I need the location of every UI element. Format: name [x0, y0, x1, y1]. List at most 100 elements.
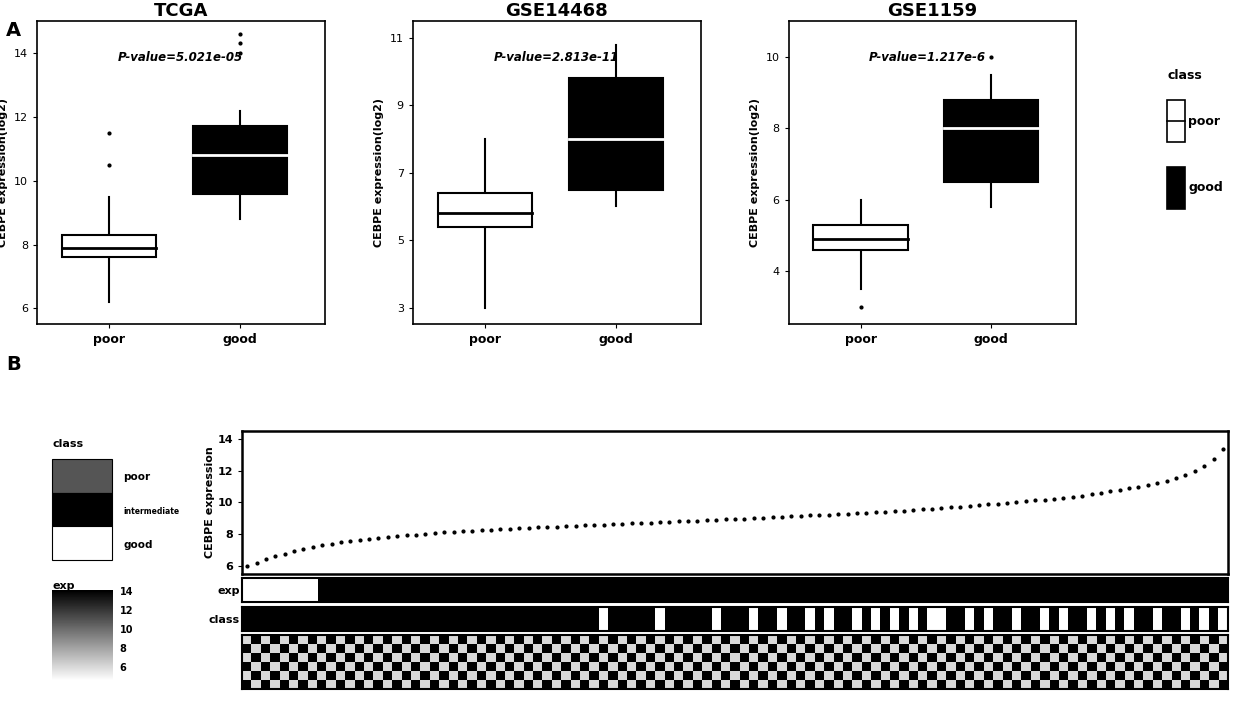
Bar — [1152, 607, 1162, 631]
Text: A: A — [6, 21, 21, 40]
Point — [668, 516, 688, 527]
Point — [913, 503, 932, 515]
Point — [1044, 493, 1064, 504]
Bar — [599, 607, 609, 631]
Bar — [1106, 607, 1115, 631]
Bar — [243, 578, 252, 602]
Text: poor: poor — [124, 472, 150, 482]
Point — [1081, 489, 1101, 500]
Point — [547, 521, 567, 532]
Point — [350, 534, 370, 546]
Bar — [52, 460, 113, 493]
Bar — [928, 607, 936, 631]
Point — [1176, 469, 1195, 480]
Bar — [62, 235, 156, 257]
Text: class: class — [52, 439, 83, 449]
Point — [471, 524, 491, 536]
Bar — [52, 493, 113, 527]
Text: P-value=1.217e-6: P-value=1.217e-6 — [869, 51, 986, 63]
Bar — [1125, 607, 1133, 631]
Point — [557, 520, 577, 531]
Point — [584, 520, 604, 531]
Bar — [299, 578, 308, 602]
Point — [857, 507, 877, 518]
Bar — [1199, 607, 1209, 631]
Point — [312, 540, 332, 551]
Text: poor: poor — [1188, 115, 1220, 128]
Point — [1016, 496, 1035, 507]
Point — [331, 536, 351, 548]
Point — [1204, 453, 1224, 465]
Point — [500, 523, 520, 534]
Point — [884, 505, 904, 517]
Point — [904, 504, 924, 515]
Point — [687, 515, 707, 526]
Bar — [944, 100, 1038, 181]
Point — [247, 557, 267, 568]
Bar — [890, 607, 899, 631]
Bar — [1012, 607, 1022, 631]
Point — [284, 546, 304, 557]
Point — [463, 525, 482, 536]
Text: exp: exp — [52, 581, 74, 591]
Bar — [712, 607, 720, 631]
Title: GSE14468: GSE14468 — [506, 1, 608, 20]
Bar — [936, 607, 946, 631]
Point — [237, 560, 257, 572]
Point — [734, 513, 754, 524]
Point — [773, 511, 792, 522]
Bar — [280, 578, 289, 602]
Y-axis label: CEBPE expression(log2): CEBPE expression(log2) — [750, 98, 760, 247]
Text: P-value=2.813e-11: P-value=2.813e-11 — [494, 51, 619, 63]
Point — [866, 507, 885, 518]
Point — [528, 522, 548, 533]
Point — [838, 508, 858, 520]
Point — [894, 505, 914, 516]
Point — [818, 509, 838, 520]
Point — [997, 497, 1017, 508]
Point — [791, 510, 811, 522]
Bar — [1040, 607, 1049, 631]
Bar — [1168, 167, 1185, 209]
Point — [537, 522, 557, 533]
Point — [378, 531, 398, 543]
Point — [931, 503, 951, 514]
Point — [1138, 479, 1158, 491]
Text: 14: 14 — [120, 587, 133, 598]
Bar — [1087, 607, 1096, 631]
Point — [641, 517, 661, 528]
Bar — [749, 607, 759, 631]
Bar — [438, 193, 532, 226]
Point — [1120, 482, 1140, 494]
Point — [950, 501, 970, 512]
Point — [415, 528, 435, 539]
Text: 10: 10 — [120, 625, 133, 635]
Bar — [852, 607, 862, 631]
Text: good: good — [124, 539, 153, 550]
Text: good: good — [1188, 181, 1223, 195]
Point — [875, 506, 895, 517]
Point — [1063, 491, 1083, 502]
Text: P-value=5.021e-05: P-value=5.021e-05 — [118, 51, 243, 63]
Point — [594, 519, 614, 530]
Point — [978, 499, 998, 510]
Point — [1157, 475, 1177, 486]
Bar — [655, 607, 665, 631]
Title: TCGA: TCGA — [154, 1, 208, 20]
Text: 6: 6 — [120, 662, 126, 673]
Point — [565, 520, 585, 531]
Point — [575, 520, 595, 531]
Bar — [806, 607, 815, 631]
Point — [1213, 443, 1233, 454]
Point — [800, 510, 820, 521]
Point — [1073, 490, 1092, 501]
Point — [960, 501, 980, 512]
Bar — [252, 578, 262, 602]
Point — [988, 498, 1008, 509]
Point — [631, 517, 651, 529]
Point — [255, 554, 275, 565]
Text: class: class — [1168, 69, 1203, 82]
Point — [763, 512, 782, 523]
Point — [321, 538, 341, 550]
Point — [294, 543, 314, 555]
